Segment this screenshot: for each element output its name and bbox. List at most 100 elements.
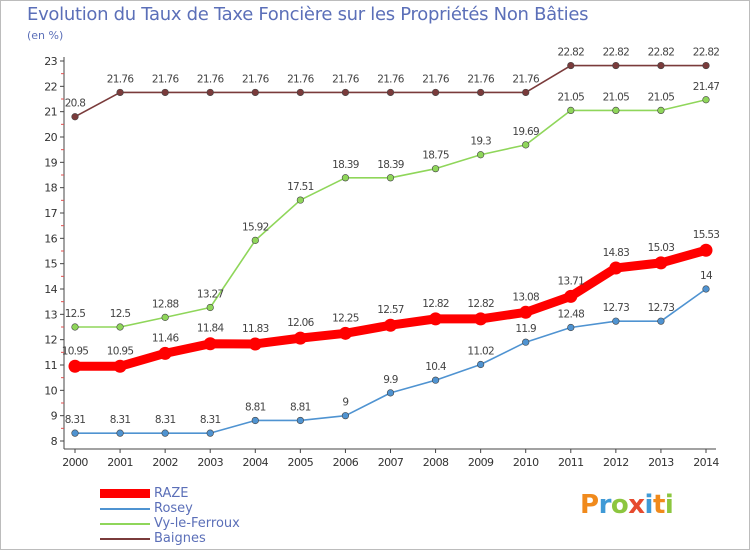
data-label-raze: 13.71 <box>558 275 585 287</box>
data-label-baignes: 21.76 <box>332 73 360 85</box>
data-label-baignes: 22.82 <box>648 47 675 59</box>
data-label-rosey: 11.02 <box>467 345 494 357</box>
legend-label: RAZE <box>154 486 189 501</box>
data-point-raze <box>338 326 352 340</box>
data-label-rosey: 10.4 <box>425 361 447 373</box>
data-label-baignes: 21.76 <box>512 73 540 85</box>
data-label-raze: 11.83 <box>242 323 269 335</box>
data-point-raze <box>429 312 443 326</box>
data-point-rosey <box>567 323 575 332</box>
legend-label: Baignes <box>154 531 206 546</box>
logo-letter: o <box>610 490 629 520</box>
y-tick-label: 18 <box>44 182 57 195</box>
data-label-raze: 12.82 <box>467 298 494 310</box>
data-label-rosey: 12.73 <box>648 302 675 314</box>
data-label-raze: 10.95 <box>62 345 89 357</box>
data-point-vy-le-ferroux <box>567 106 575 114</box>
x-tick-label: 2013 <box>648 456 674 469</box>
data-label-vy-le-ferroux: 21.05 <box>603 91 630 103</box>
logo-letter: i <box>664 490 674 520</box>
logo-letter: i <box>644 490 654 520</box>
data-label-vy-le-ferroux: 13.27 <box>197 288 224 300</box>
data-label-rosey: 8.81 <box>290 401 311 413</box>
data-point-rosey <box>71 429 79 437</box>
data-point-baignes <box>386 88 395 97</box>
y-tick-label: 20 <box>44 131 57 144</box>
x-tick-label: 2007 <box>378 456 404 469</box>
logo-letter: r <box>598 490 612 520</box>
data-point-raze <box>699 243 713 257</box>
data-point-baignes <box>116 88 124 97</box>
data-label-baignes: 21.76 <box>377 73 405 85</box>
data-point-raze <box>474 312 488 326</box>
data-point-baignes <box>477 88 485 97</box>
data-point-rosey <box>116 429 124 437</box>
data-label-raze: 12.82 <box>422 298 449 310</box>
x-tick-label: 2001 <box>107 456 133 469</box>
data-point-vy-le-ferroux <box>71 323 79 331</box>
data-point-raze <box>564 289 578 303</box>
data-label-rosey: 9.9 <box>383 374 398 386</box>
x-tick-label: 2009 <box>468 456 494 469</box>
y-tick-label: 10 <box>44 384 57 397</box>
data-label-rosey: 14 <box>700 270 713 282</box>
data-point-rosey <box>522 338 530 346</box>
data-label-baignes: 21.76 <box>422 73 450 85</box>
unit-label: (en %) <box>27 29 64 42</box>
data-label-raze: 10.95 <box>107 345 134 357</box>
y-tick-label: 15 <box>44 258 57 271</box>
logo-letter: P <box>580 490 599 520</box>
y-tick-label: 9 <box>51 410 58 423</box>
data-label-vy-le-ferroux: 21.47 <box>693 81 720 93</box>
y-tick-label: 13 <box>44 308 57 321</box>
data-label-rosey: 12.48 <box>558 309 585 321</box>
data-point-raze <box>113 359 127 373</box>
x-tick-label: 2005 <box>288 456 314 469</box>
x-tick-label: 2004 <box>242 456 268 469</box>
data-label-baignes: 21.76 <box>107 73 135 85</box>
x-tick-label: 2011 <box>558 456 584 469</box>
data-point-rosey <box>161 429 169 437</box>
data-label-baignes: 22.82 <box>603 47 630 59</box>
data-label-raze: 15.03 <box>648 242 675 254</box>
legend-item-rosey: Rosey <box>100 501 240 516</box>
x-tick-label: 2002 <box>152 456 178 469</box>
data-label-vy-le-ferroux: 17.51 <box>287 181 314 193</box>
data-point-rosey <box>702 285 710 293</box>
data-point-raze <box>158 346 172 360</box>
legend-item-baignes: Baignes <box>100 531 240 546</box>
data-label-vy-le-ferroux: 19.69 <box>512 126 539 138</box>
data-label-vy-le-ferroux: 19.3 <box>470 136 491 148</box>
legend-label: Vy-le-Ferroux <box>154 516 240 531</box>
data-point-rosey <box>251 416 259 425</box>
data-label-baignes: 21.76 <box>287 73 315 85</box>
data-label-vy-le-ferroux: 12.5 <box>65 308 86 320</box>
data-point-baignes <box>612 61 620 70</box>
data-point-baignes <box>567 61 575 70</box>
data-label-vy-le-ferroux: 15.92 <box>242 221 269 233</box>
data-label-vy-le-ferroux: 12.5 <box>110 308 131 320</box>
data-label-vy-le-ferroux: 21.05 <box>558 91 585 103</box>
data-label-baignes: 21.76 <box>242 73 270 85</box>
logo-letter: x <box>628 490 645 520</box>
data-label-vy-le-ferroux: 18.75 <box>422 150 449 162</box>
y-tick-label: 23 <box>44 55 57 68</box>
data-label-rosey: 8.31 <box>155 414 176 426</box>
x-tick-label: 2008 <box>423 456 449 469</box>
data-label-raze: 12.06 <box>287 317 315 329</box>
data-point-baignes <box>702 61 710 70</box>
x-tick-label: 2010 <box>513 456 539 469</box>
data-point-baignes <box>341 88 350 97</box>
y-tick-label: 14 <box>44 283 57 296</box>
data-label-baignes: 21.76 <box>197 73 225 85</box>
data-label-raze: 14.83 <box>603 247 630 259</box>
x-tick-label: 2014 <box>693 456 719 469</box>
data-label-vy-le-ferroux: 18.39 <box>377 159 404 171</box>
data-point-raze <box>203 337 217 351</box>
proxiti-logo: Proxiti <box>580 490 674 520</box>
data-point-baignes <box>71 113 79 121</box>
data-point-vy-le-ferroux <box>296 196 304 204</box>
chart-title: Evolution du Taux de Taxe Foncière sur l… <box>27 4 589 25</box>
y-tick-label: 19 <box>44 156 57 169</box>
